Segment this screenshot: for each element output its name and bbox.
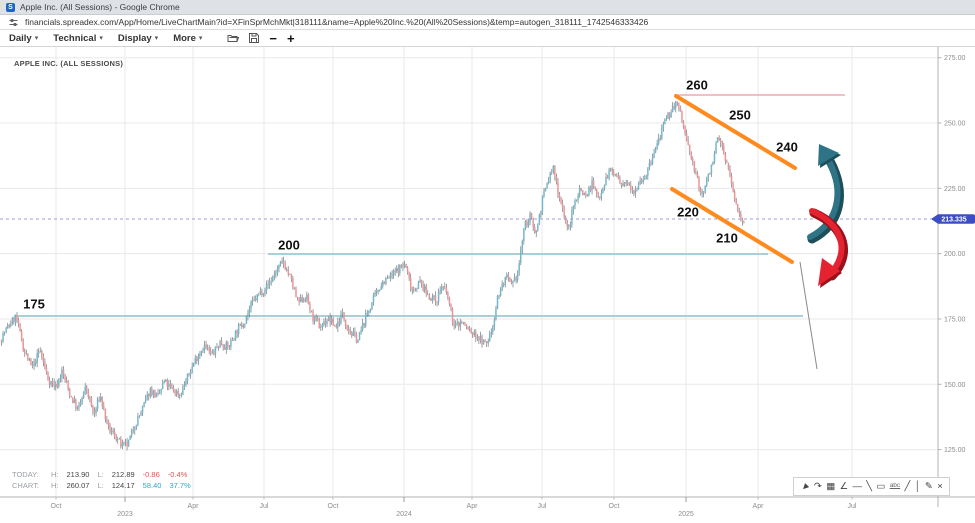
price-level-label: 220: [677, 205, 699, 220]
date-tick-label: Apr: [467, 503, 479, 510]
menu-technical[interactable]: Technical ▾: [53, 32, 103, 44]
menu-daily[interactable]: Daily ▾: [9, 32, 39, 44]
price-tick-label: 150.00: [944, 382, 966, 389]
price-level-label: 250: [729, 108, 751, 123]
up-curved-arrow: [807, 144, 844, 244]
grid-icon[interactable]: ▦: [826, 480, 836, 492]
price-level-label: 175: [23, 297, 45, 312]
chevron-down-icon: ▾: [198, 35, 203, 42]
chart-area: 260 250 240 220 210 200 175 275.00 250.00 225.00 2…: [0, 47, 975, 523]
price-tick-label: 200.00: [944, 251, 966, 258]
menu-items: Daily ▾ Technical ▾ Display ▾ More ▾: [9, 33, 202, 44]
chevron-down-icon: ▾: [154, 35, 159, 42]
price-level-label: 210: [716, 231, 738, 246]
toolbar-icons: − +: [227, 30, 295, 46]
price-tick-label: 250.00: [944, 121, 966, 128]
date-tick-label: Jul: [848, 503, 857, 510]
window-titlebar: S Apple Inc. (All Sessions) - Google Chr…: [0, 0, 975, 15]
current-price-badge: [931, 214, 975, 224]
pencil-icon[interactable]: ✎: [924, 480, 933, 492]
redo-arrow-icon[interactable]: ↷: [813, 480, 822, 492]
price-tick-label: 125.00: [944, 447, 966, 454]
current-price-value: 213.335: [941, 217, 966, 224]
price-tick-label: 175.00: [944, 316, 966, 323]
chevron-down-icon: ▾: [99, 35, 103, 42]
date-tick-label: 2024: [396, 511, 412, 518]
open-chart-icon[interactable]: [227, 33, 240, 43]
status-row: TODAY: H: 213.90 L: 212.89 -0.86 -0.4%: [12, 470, 188, 479]
date-tick-label: Jul: [260, 503, 269, 510]
drawing-toolbar: ► ↷ ▦ ∠ — ╲ ▭ abc ╱ │ ✎ ×: [793, 477, 950, 496]
date-tick-label: Oct: [328, 503, 339, 510]
date-tick-label: Oct: [51, 503, 62, 510]
status-row: CHART: H: 260.07 L: 124.17 58.40 37.7%: [12, 480, 191, 490]
quote-status: TODAY: H: 213.90 L: 212.89 -0.86 -0.4% CHART: H:…: [12, 470, 193, 491]
text-tool-icon[interactable]: abc: [889, 482, 901, 490]
date-tick-label: Apr: [753, 503, 765, 510]
menu-more[interactable]: More ▾: [173, 32, 203, 44]
indicator-lines-icon[interactable]: ∠: [839, 480, 849, 492]
pointer-icon[interactable]: ►: [797, 479, 813, 494]
menu-display[interactable]: Display ▾: [117, 32, 159, 44]
chart-canvas[interactable]: 260 250 240 220 210 200 175 275.00 250.00 225.00 2…: [0, 47, 975, 523]
date-tick-label: Apr: [188, 503, 200, 510]
zoom-in-icon[interactable]: +: [287, 30, 295, 46]
price-level-label: 260: [686, 78, 708, 93]
date-tick-label: 2023: [117, 511, 133, 518]
address-bar[interactable]: financials.spreadex.com/App/Home/LiveCha…: [0, 15, 975, 30]
price-level-label: 240: [776, 140, 798, 155]
chevron-down-icon: ▾: [34, 35, 39, 42]
rectangle-icon[interactable]: ▭: [876, 480, 886, 492]
price-tick-label: 225.00: [944, 186, 966, 193]
site-settings-icon[interactable]: [9, 18, 18, 27]
trend-segment-icon[interactable]: ╲: [866, 480, 873, 492]
spreadex-favicon: S: [6, 2, 15, 12]
chart-toolbar: Daily ▾ Technical ▾ Display ▾ More ▾ − +: [0, 30, 975, 47]
price-tick-label: 275.00: [944, 55, 966, 62]
chart-symbol-title: APPLE INC. (ALL SESSIONS): [14, 59, 124, 68]
date-tick-label: Oct: [609, 503, 620, 510]
vertical-line-icon[interactable]: │: [914, 480, 921, 492]
save-chart-icon[interactable]: [249, 33, 260, 43]
horizontal-line-icon[interactable]: —: [852, 480, 862, 492]
date-tick-label: 2025: [678, 511, 694, 518]
diagonal-line-icon[interactable]: ╱: [904, 480, 911, 492]
url-text[interactable]: financials.spreadex.com/App/Home/LiveCha…: [25, 17, 649, 27]
down-curved-arrow: [809, 208, 849, 288]
close-icon[interactable]: ×: [937, 480, 943, 492]
date-tick-label: Jul: [538, 503, 547, 510]
price-level-label: 200: [278, 238, 300, 253]
zoom-out-icon[interactable]: −: [269, 30, 277, 46]
window-title: Apple Inc. (All Sessions) - Google Chrom…: [20, 2, 180, 12]
